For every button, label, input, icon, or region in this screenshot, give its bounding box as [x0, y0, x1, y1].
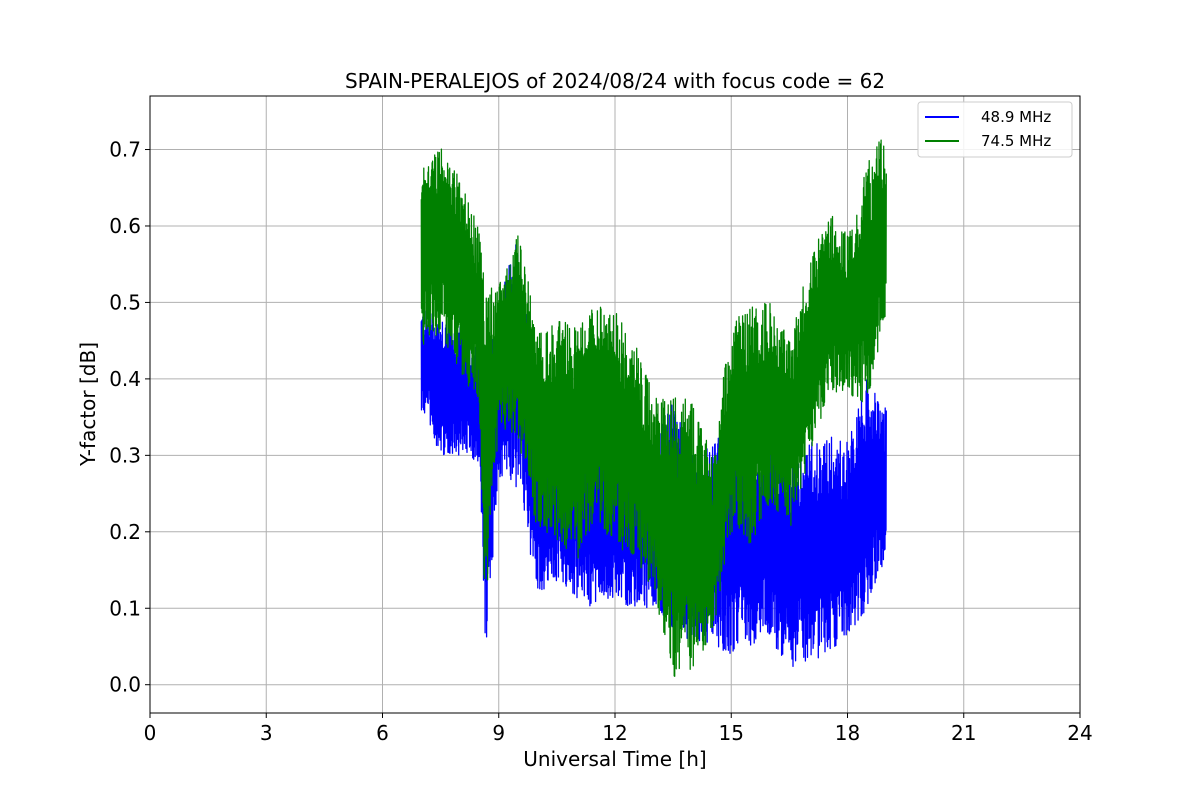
y-tick-label: 0.7	[109, 138, 141, 162]
legend-box	[917, 101, 1073, 158]
x-tick-label: 3	[260, 721, 273, 745]
x-tick-label: 0	[144, 721, 157, 745]
x-tick-label: 12	[602, 721, 627, 745]
y-tick-label: 0.4	[109, 367, 141, 391]
y-tick-label: 0.2	[109, 520, 141, 544]
x-tick-label: 6	[376, 721, 389, 745]
chart-title: SPAIN-PERALEJOS of 2024/08/24 with focus…	[345, 69, 885, 93]
legend-label-74-5: 74.5 MHz	[981, 132, 1051, 150]
x-tick-label: 9	[492, 721, 505, 745]
legend-label-48-9: 48.9 MHz	[981, 108, 1051, 126]
y-tick-label: 0.5	[109, 290, 141, 314]
x-axis-label: Universal Time [h]	[523, 747, 706, 771]
legend: 48.9 MHz 74.5 MHz	[917, 101, 1073, 158]
y-tick-label: 0.6	[109, 214, 141, 238]
x-tick-label: 15	[719, 721, 744, 745]
x-tick-label: 21	[951, 721, 976, 745]
y-tick-label: 0.3	[109, 443, 141, 467]
series-line-1	[420, 139, 887, 677]
x-tick-label: 24	[1067, 721, 1092, 745]
x-tick-label: 18	[835, 721, 860, 745]
axis-ticks: 0 3 6 9 12 15 18 21 24 0.0 0.1 0.2 0.3 0.4 0.5 0.6 0.7	[109, 138, 1093, 745]
y-tick-label: 0.0	[109, 673, 141, 697]
series-layer	[420, 139, 887, 677]
y-tick-label: 0.1	[109, 596, 141, 620]
y-axis-label: Y-factor [dB]	[76, 342, 100, 467]
